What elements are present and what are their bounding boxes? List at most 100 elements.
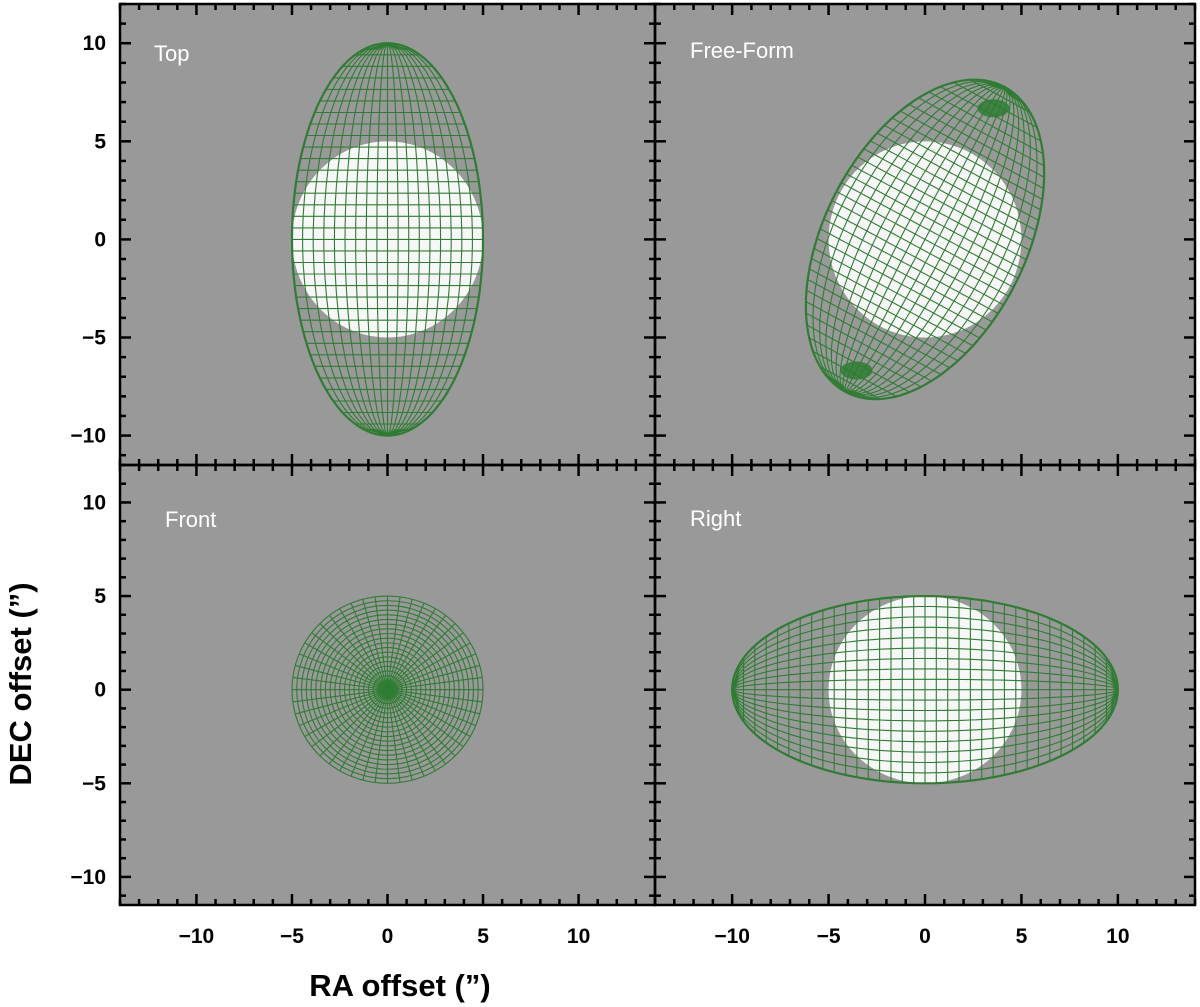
mesh-spoke bbox=[295, 689, 388, 715]
mesh-spoke bbox=[299, 653, 388, 691]
y-tick-label: 10 bbox=[83, 491, 106, 514]
mesh-body bbox=[290, 42, 485, 437]
mesh-spoke bbox=[339, 689, 388, 772]
panel-top: Top bbox=[120, 4, 655, 465]
mesh-meridian bbox=[365, 42, 388, 436]
mesh-spoke bbox=[387, 608, 436, 690]
y-tick-label: −5 bbox=[82, 326, 106, 349]
x-tick-label: 0 bbox=[382, 925, 394, 948]
mesh-meridian bbox=[387, 42, 442, 437]
mesh-meridian bbox=[844, 86, 1006, 392]
y-tick-label: 0 bbox=[94, 228, 106, 251]
panel-label: Top bbox=[154, 41, 189, 66]
mesh-spoke bbox=[304, 689, 388, 737]
mesh-spoke bbox=[374, 689, 389, 783]
mesh-meridian bbox=[387, 42, 463, 437]
mesh-spoke bbox=[387, 664, 480, 691]
mesh-spoke bbox=[304, 642, 388, 691]
mesh-spoke bbox=[387, 689, 436, 772]
x-tick-label: 5 bbox=[1016, 925, 1028, 948]
axes: −10 −5 0 5 10 −10 −5 0 5 10 −10 −5 0 5 10 −10 −5 0 5 10 bbox=[70, 2, 1197, 948]
mesh-meridian bbox=[845, 86, 1008, 393]
pole-marker bbox=[380, 682, 395, 697]
mesh-meridian bbox=[731, 616, 1119, 690]
mesh-spoke bbox=[319, 623, 388, 691]
mesh-meridian bbox=[845, 86, 1038, 399]
panel-label: Front bbox=[165, 507, 216, 532]
mesh-body bbox=[291, 595, 484, 784]
mesh-meridian bbox=[731, 678, 1119, 691]
mesh-spoke bbox=[386, 689, 413, 781]
mesh-meridian bbox=[344, 42, 388, 437]
mesh-outline bbox=[730, 594, 1119, 785]
mesh-spoke bbox=[387, 642, 471, 691]
mesh-meridian bbox=[387, 42, 420, 437]
mesh-spoke bbox=[374, 596, 389, 690]
mesh-spoke bbox=[386, 596, 401, 690]
panel-right: Right bbox=[655, 465, 1195, 905]
x-tick-label: −10 bbox=[714, 925, 750, 948]
mesh-meridian bbox=[844, 86, 1006, 393]
x-tick-label: −5 bbox=[817, 925, 841, 948]
mesh-meridian bbox=[302, 42, 388, 437]
mesh-meridian bbox=[731, 689, 1119, 774]
y-tick-label: 5 bbox=[94, 585, 106, 608]
mesh-meridian bbox=[842, 86, 1005, 392]
mesh-meridian bbox=[731, 626, 1119, 690]
y-tick-label: 10 bbox=[83, 32, 106, 55]
mesh-meridian bbox=[731, 689, 1119, 732]
y-tick-label: −10 bbox=[70, 866, 106, 889]
mesh-spoke bbox=[299, 689, 388, 727]
mesh-spoke bbox=[387, 689, 456, 757]
mesh-spoke bbox=[387, 689, 447, 765]
x-tick-label: 0 bbox=[919, 925, 931, 948]
mesh-meridian bbox=[731, 657, 1119, 691]
mesh-spoke bbox=[386, 599, 413, 690]
mesh-outline bbox=[290, 42, 485, 437]
mesh-spoke bbox=[362, 599, 389, 690]
mesh-spoke bbox=[311, 689, 388, 748]
mesh-body bbox=[804, 78, 1046, 401]
mesh-spoke bbox=[387, 689, 464, 748]
mesh-meridian bbox=[731, 637, 1119, 690]
mesh-spoke bbox=[362, 689, 389, 781]
mesh-meridian bbox=[731, 689, 1119, 764]
mesh-meridian bbox=[845, 86, 1020, 395]
mesh-spoke bbox=[387, 689, 471, 737]
mesh-meridian bbox=[731, 668, 1119, 691]
x-tick-label: 10 bbox=[1106, 925, 1129, 948]
mesh-outline bbox=[804, 78, 1046, 401]
mesh-meridian bbox=[731, 689, 1119, 743]
panel-front: Front bbox=[120, 465, 655, 905]
mesh-spoke bbox=[350, 602, 389, 690]
mesh-spoke bbox=[386, 602, 425, 690]
mesh-meridian bbox=[387, 42, 410, 436]
mesh-spoke bbox=[311, 632, 388, 691]
mesh-meridian bbox=[812, 80, 1005, 393]
x-axis-title: RA offset (”) bbox=[309, 968, 490, 1003]
mesh-meridian bbox=[731, 689, 1119, 712]
y-tick-label: 0 bbox=[94, 679, 106, 702]
mesh-spoke bbox=[386, 689, 425, 777]
mesh-meridian bbox=[830, 84, 1005, 393]
mesh-body bbox=[730, 594, 1119, 785]
mesh-spoke bbox=[387, 615, 447, 691]
mesh-meridian bbox=[731, 689, 1119, 701]
mesh-meridian bbox=[845, 86, 1031, 397]
mesh-meridian bbox=[845, 86, 1011, 393]
mesh-spoke bbox=[328, 615, 388, 691]
mesh-spoke bbox=[387, 653, 476, 691]
pole-marker bbox=[977, 99, 1010, 118]
mesh-meridian bbox=[387, 42, 431, 437]
y-axis-title: DEC offset (”) bbox=[3, 582, 38, 785]
panel-label: Free-Form bbox=[690, 38, 794, 63]
mesh-meridian bbox=[839, 86, 1005, 393]
x-tick-label: −5 bbox=[280, 925, 304, 948]
mesh-spoke bbox=[387, 689, 480, 715]
mesh-spoke bbox=[339, 608, 388, 690]
mesh-meridian bbox=[835, 86, 1005, 393]
panel-free-form: Free-Form bbox=[655, 4, 1195, 465]
mesh-meridian bbox=[819, 81, 1005, 393]
x-tick-label: 10 bbox=[567, 925, 590, 948]
